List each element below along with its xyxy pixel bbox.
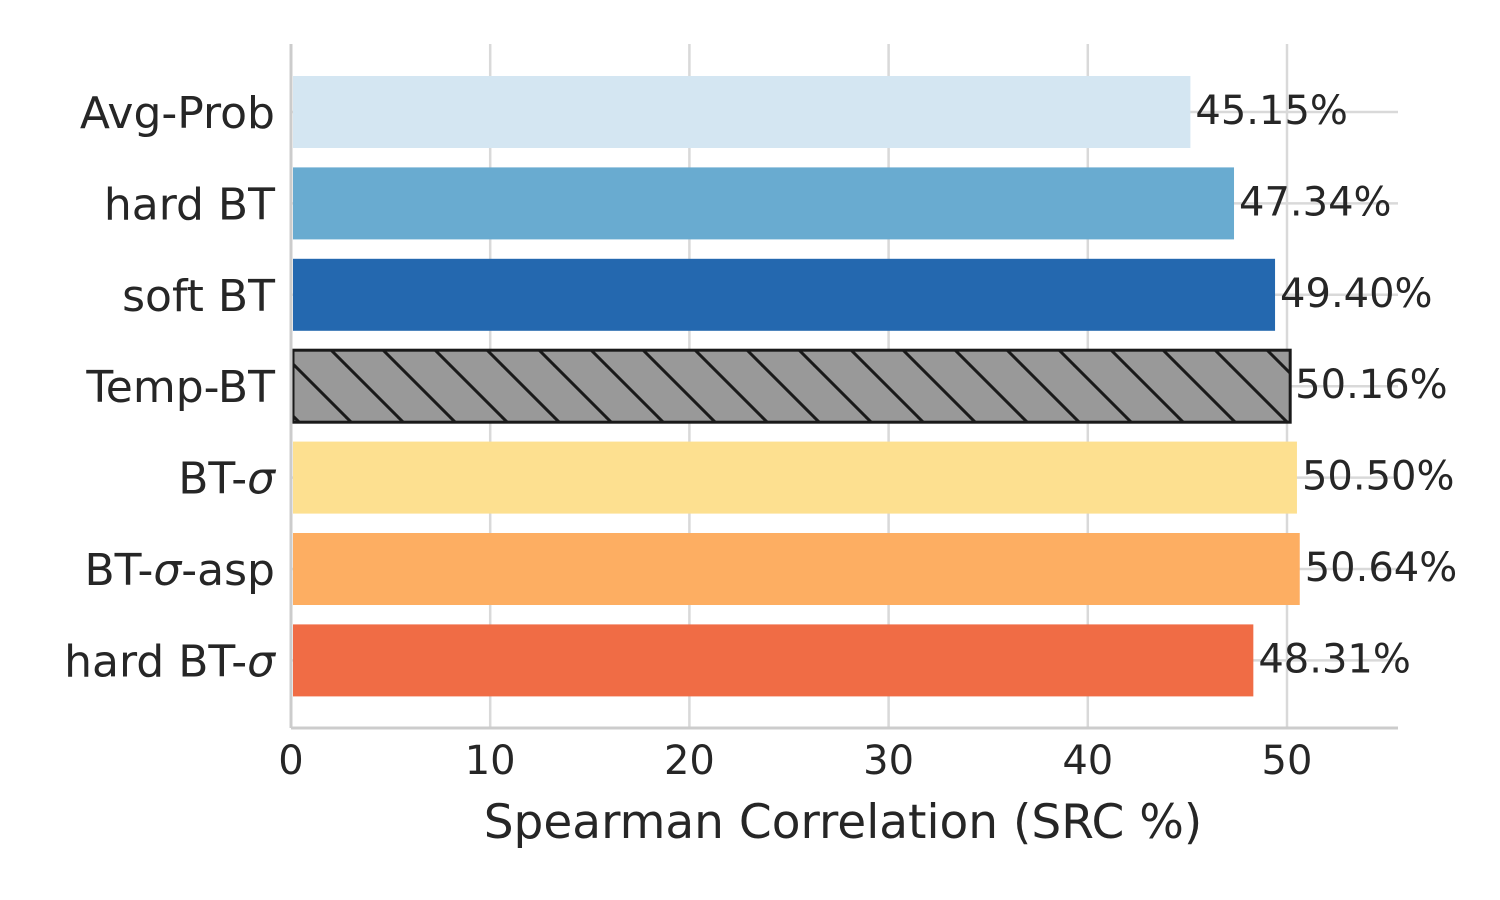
y-category-label-4: BT-σ <box>178 454 276 505</box>
y-category-label-0: Avg-Prob <box>80 88 275 139</box>
y-category-label-1: hard BT <box>104 179 275 230</box>
bar-value-label-6: 48.31% <box>1258 636 1411 682</box>
x-tick-label-10: 10 <box>465 738 516 784</box>
bar-5 <box>293 533 1300 605</box>
y-category-label-3: Temp-BT <box>85 362 275 413</box>
bar-value-label-0: 45.15% <box>1195 88 1348 134</box>
bar-4 <box>293 441 1297 514</box>
bar-value-label-2: 49.40% <box>1280 271 1433 317</box>
x-tick-label-0: 0 <box>278 738 303 784</box>
labels: 0 10 20 30 40 50 Avg-Prob hard BT soft BT Temp-BT… <box>64 88 1457 784</box>
x-tick-label-50: 50 <box>1262 738 1313 784</box>
axes <box>289 44 1398 730</box>
bar-2 <box>293 258 1276 331</box>
y-category-label-2: soft BT <box>122 271 275 322</box>
bar-value-label-5: 50.64% <box>1305 545 1458 591</box>
bar-value-label-3: 50.16% <box>1295 362 1448 408</box>
bar-value-label-4: 50.50% <box>1302 454 1455 500</box>
x-tick-label-20: 20 <box>664 738 715 784</box>
bars <box>291 76 1300 697</box>
x-tick-label-40: 40 <box>1062 738 1113 784</box>
y-category-label-6: hard BT-σ <box>64 636 276 687</box>
bar-value-label-1: 47.34% <box>1239 179 1392 225</box>
bar-6 <box>293 624 1254 697</box>
x-axis-title: Spearman Correlation (SRC %) <box>484 795 1203 850</box>
bar-0 <box>293 76 1191 148</box>
bar-3 <box>291 348 1292 424</box>
bar-1 <box>293 167 1235 240</box>
x-tick-label-30: 30 <box>863 738 914 784</box>
y-category-label-5: BT-σ-asp <box>85 545 276 596</box>
